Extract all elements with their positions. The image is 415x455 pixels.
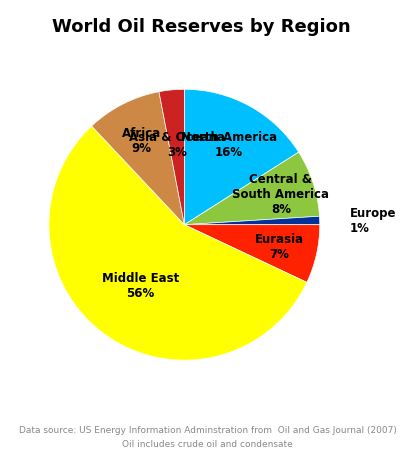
Wedge shape [49,127,307,360]
Wedge shape [92,92,184,225]
Text: Africa
9%: Africa 9% [122,127,161,155]
Wedge shape [184,225,320,283]
Wedge shape [184,90,299,225]
Text: Europe
1%: Europe 1% [349,206,396,234]
Text: Central &
South America
8%: Central & South America 8% [232,172,330,215]
Wedge shape [184,217,320,225]
Text: Oil includes crude oil and condensate: Oil includes crude oil and condensate [122,439,293,448]
Wedge shape [184,153,320,225]
Text: Data source: US Energy Information Adminstration from  Oil and Gas Journal (2007: Data source: US Energy Information Admin… [19,425,396,435]
Text: Eurasia
7%: Eurasia 7% [255,233,304,260]
Text: North America
16%: North America 16% [181,131,277,159]
Title: World Oil Reserves by Region: World Oil Reserves by Region [52,18,351,35]
Text: Middle East
56%: Middle East 56% [102,271,179,299]
Text: Asia & Oceana
3%: Asia & Oceana 3% [129,131,225,158]
Wedge shape [159,90,184,225]
